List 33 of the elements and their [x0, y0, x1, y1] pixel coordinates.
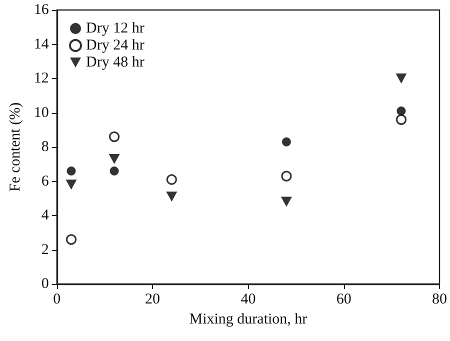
legend-label: Dry 12 hr — [86, 20, 144, 36]
x-axis-title: Mixing duration, hr — [189, 312, 308, 328]
y-tick-label: 12 — [34, 70, 49, 86]
point — [282, 137, 291, 146]
y-tick-label: 0 — [41, 276, 49, 292]
point — [280, 196, 292, 207]
y-tick-label: 16 — [34, 2, 50, 18]
point — [396, 106, 406, 116]
x-tick-label: 40 — [240, 292, 256, 308]
x-tick-label: 20 — [145, 292, 160, 308]
y-tick-label: 10 — [34, 104, 49, 121]
x-tick-label: 0 — [53, 292, 61, 308]
point — [110, 166, 119, 176]
point — [109, 131, 120, 142]
x-tick-label: 80 — [432, 292, 447, 308]
y-tick-label: 2 — [41, 242, 49, 258]
point — [281, 170, 292, 182]
legend-label: Dry 24 hr — [86, 38, 144, 54]
y-tick-label: 8 — [41, 139, 49, 155]
point — [66, 180, 77, 190]
point — [166, 192, 178, 202]
point — [166, 174, 177, 185]
point — [108, 154, 120, 164]
y-tick-label: 4 — [41, 208, 50, 224]
point — [396, 74, 407, 84]
point — [66, 166, 76, 176]
x-tick-label: 60 — [336, 292, 352, 308]
y-tick-label: 6 — [41, 173, 50, 190]
y-axis-title: Fe content (%) — [8, 102, 24, 192]
point — [66, 234, 77, 245]
legend-label: Dry 48 hr — [86, 54, 144, 70]
point — [396, 114, 407, 125]
y-tick-label: 14 — [34, 36, 50, 52]
